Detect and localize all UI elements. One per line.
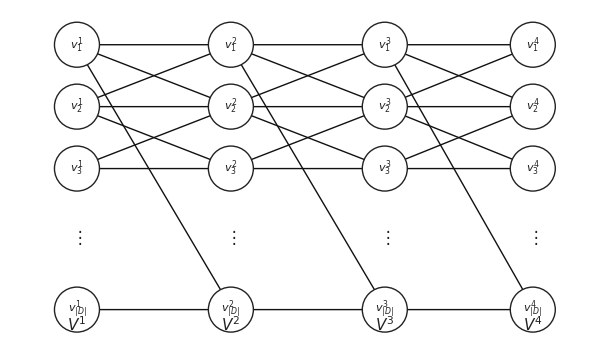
Ellipse shape (208, 84, 253, 129)
Text: $V^2$: $V^2$ (221, 315, 240, 334)
Text: $v_{2}^{3}$: $v_{2}^{3}$ (378, 97, 391, 116)
Text: $V^3$: $V^3$ (375, 315, 394, 334)
Text: $v_{|D|}^{3}$: $v_{|D|}^{3}$ (375, 299, 394, 320)
Ellipse shape (510, 84, 555, 129)
Ellipse shape (54, 146, 99, 191)
Ellipse shape (510, 146, 555, 191)
Text: $v_{3}^{1}$: $v_{3}^{1}$ (70, 159, 83, 178)
Text: $\vdots$: $\vdots$ (379, 228, 390, 247)
Ellipse shape (54, 22, 99, 67)
Text: $v_{3}^{3}$: $v_{3}^{3}$ (378, 159, 391, 178)
Ellipse shape (208, 287, 253, 332)
Ellipse shape (362, 84, 407, 129)
Text: $v_{2}^{2}$: $v_{2}^{2}$ (224, 97, 237, 116)
Ellipse shape (54, 84, 99, 129)
Ellipse shape (54, 287, 99, 332)
Text: $v_{|D|}^{4}$: $v_{|D|}^{4}$ (523, 299, 542, 320)
Ellipse shape (510, 22, 555, 67)
Text: $v_{3}^{2}$: $v_{3}^{2}$ (224, 159, 237, 178)
Text: $V^1$: $V^1$ (67, 315, 86, 334)
Ellipse shape (362, 22, 407, 67)
Text: $v_{2}^{1}$: $v_{2}^{1}$ (70, 97, 83, 116)
Ellipse shape (208, 22, 253, 67)
Ellipse shape (362, 287, 407, 332)
Text: $v_{|D|}^{1}$: $v_{|D|}^{1}$ (67, 299, 86, 320)
Text: $\vdots$: $\vdots$ (72, 228, 82, 247)
Text: $\vdots$: $\vdots$ (527, 228, 538, 247)
Text: $v_{|D|}^{2}$: $v_{|D|}^{2}$ (221, 299, 240, 320)
Text: $\vdots$: $\vdots$ (226, 228, 236, 247)
Ellipse shape (362, 146, 407, 191)
Text: $v_{1}^{1}$: $v_{1}^{1}$ (70, 35, 83, 54)
Text: $v_{3}^{4}$: $v_{3}^{4}$ (526, 159, 540, 178)
Text: $v_{2}^{4}$: $v_{2}^{4}$ (526, 97, 540, 116)
Ellipse shape (510, 287, 555, 332)
Text: $V^4$: $V^4$ (523, 315, 543, 334)
Text: $v_{1}^{3}$: $v_{1}^{3}$ (378, 35, 391, 54)
Text: $v_{1}^{4}$: $v_{1}^{4}$ (526, 35, 540, 54)
Ellipse shape (208, 146, 253, 191)
Text: $v_{1}^{2}$: $v_{1}^{2}$ (224, 35, 237, 54)
